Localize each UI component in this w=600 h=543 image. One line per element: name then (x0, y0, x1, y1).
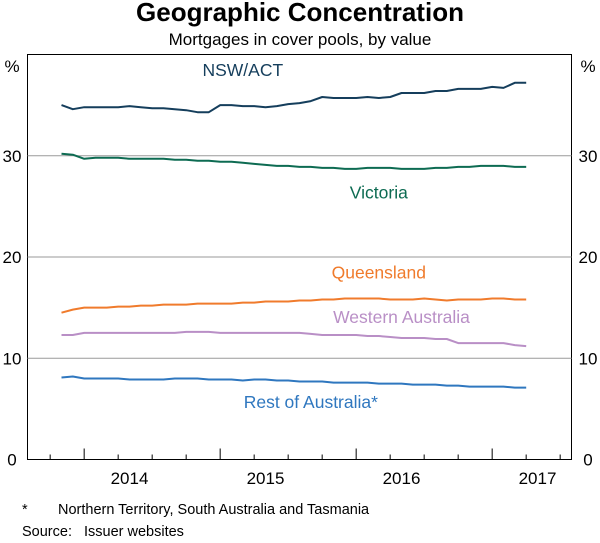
series-label: Victoria (350, 182, 408, 202)
x-tick-label: 2016 (383, 469, 421, 488)
series-line (61, 330, 527, 348)
y-tick-label-right: 0 (583, 451, 592, 470)
y-tick-label-right: 20 (579, 248, 598, 267)
series-label: Queensland (332, 262, 426, 282)
x-tick-label: 2015 (247, 469, 285, 488)
chart-subtitle: Mortgages in cover pools, by value (168, 30, 432, 49)
source-text: Issuer websites (84, 524, 184, 540)
series-line (61, 81, 527, 114)
y-tick-label-right: 10 (579, 349, 598, 368)
y-tick-label-left: 0 (7, 451, 16, 470)
series-line (61, 375, 527, 389)
y-unit-right: % (580, 57, 595, 76)
series-line (61, 152, 527, 170)
footnote-source: Source: Issuer websites (22, 524, 184, 540)
axis-labels: % % 0 0 10 10 20 20 30 30 2014 2015 2016 2017 (3, 57, 598, 488)
source-label: Source: (22, 524, 72, 540)
y-tick-label-left: 30 (3, 147, 22, 166)
series-line (61, 297, 527, 314)
series-label: NSW/ACT (202, 60, 283, 80)
axis-ticks (49, 448, 561, 460)
x-tick-label: 2014 (111, 469, 149, 488)
y-tick-label-left: 20 (3, 248, 22, 267)
x-tick-label: 2017 (519, 469, 557, 488)
series-label: Western Australia (333, 307, 470, 327)
series-labels: NSW/ACT Victoria Queensland Western Austral… (202, 60, 470, 412)
y-tick-label-left: 10 (3, 349, 22, 368)
series-lines (61, 81, 527, 389)
y-tick-label-right: 30 (579, 147, 598, 166)
footnote-text: Northern Territory, South Australia and … (58, 502, 370, 518)
series-label: Rest of Australia* (244, 392, 378, 412)
gridlines (27, 155, 572, 359)
y-unit-left: % (4, 57, 19, 76)
footnote-marker: * (22, 502, 28, 518)
footnote-asterisk: * Northern Territory, South Australia and… (22, 502, 369, 518)
chart-title: Geographic Concentration (136, 0, 464, 27)
